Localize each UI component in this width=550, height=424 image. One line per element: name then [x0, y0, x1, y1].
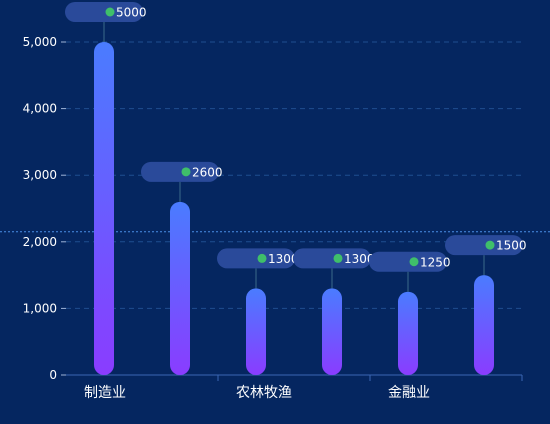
- y-tick-label: 3,000: [23, 168, 57, 182]
- bar: [322, 288, 342, 375]
- bars: [94, 42, 494, 375]
- y-tick-label: 4,000: [23, 102, 57, 116]
- x-category-label: 农林牧渔: [236, 385, 292, 401]
- value-label-bubble: [369, 251, 447, 272]
- bar: [398, 291, 418, 375]
- value-label-bubble: [293, 248, 371, 269]
- axes: 0 1,000 2,000 3,000 4,000 5,000 制造业 农林牧渔 金融业: [23, 35, 523, 401]
- value-label: 5000: [116, 6, 147, 20]
- value-label-dot: [257, 253, 267, 263]
- y-tick-label: 2,000: [23, 235, 57, 249]
- value-label-dot: [181, 167, 191, 177]
- value-label-dot: [105, 7, 115, 17]
- bar: [246, 288, 266, 375]
- value-label: 1300: [268, 252, 299, 266]
- x-category-label: 制造业: [84, 385, 126, 401]
- value-label: 1300: [344, 252, 375, 266]
- value-label: 1250: [420, 255, 451, 269]
- value-labels: 5000 2600 1300 1300 1250 1500: [65, 2, 527, 292]
- y-tick-label: 5,000: [23, 35, 57, 49]
- value-label-dot: [333, 253, 343, 263]
- value-label-bubble: [65, 2, 143, 22]
- value-label-bubble: [445, 235, 523, 256]
- y-tick-label: 1,000: [23, 301, 57, 315]
- value-label: 2600: [192, 165, 223, 179]
- bar: [474, 275, 494, 375]
- value-label-dot: [409, 257, 419, 267]
- value-label-bubble: [141, 161, 219, 182]
- y-tick-label: 0: [49, 368, 57, 382]
- grid-lines: [0, 41, 550, 309]
- value-label-dot: [485, 240, 495, 250]
- x-category-label: 金融业: [388, 385, 430, 401]
- bar: [94, 42, 114, 375]
- value-label-bubble: [217, 248, 295, 269]
- bar: [170, 201, 190, 375]
- value-label: 1500: [496, 239, 527, 253]
